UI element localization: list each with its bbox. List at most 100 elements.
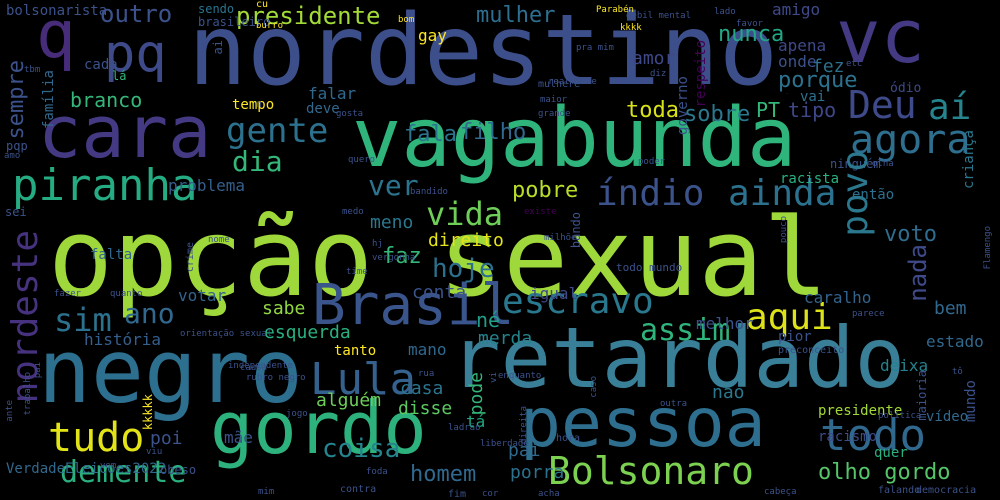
word: falar (308, 84, 357, 103)
word: poder (638, 157, 666, 167)
word: amigo (772, 0, 821, 19)
word: problema (168, 176, 246, 195)
word: pq (104, 24, 167, 84)
word: trabalho (23, 372, 33, 416)
word: cada (84, 57, 118, 73)
word: toda (626, 98, 679, 123)
word: ai (211, 40, 225, 55)
word: democracia (916, 485, 977, 496)
word: falando (878, 485, 921, 496)
word: amo (4, 151, 21, 161)
word: nada (904, 244, 932, 302)
word: governo (675, 76, 691, 136)
word: homem (410, 462, 477, 487)
word: todo mundo (616, 261, 683, 274)
word: orientação sexual (180, 329, 273, 339)
word: hora (556, 433, 581, 444)
word: né (476, 308, 501, 332)
word: outra (660, 399, 688, 409)
word: milhõe (544, 233, 577, 243)
word: pra mim (576, 43, 614, 53)
word: pobre (512, 178, 579, 203)
word: vagabunda (352, 91, 797, 186)
word: paí (508, 440, 541, 461)
word: voto (884, 222, 937, 247)
word: ladrão (448, 423, 481, 433)
word: bandido (410, 187, 448, 197)
word: alguém (316, 390, 382, 411)
word: nao (712, 382, 745, 403)
word: caso (589, 376, 599, 398)
word: Deu (848, 83, 917, 127)
word: favor (736, 19, 764, 29)
word: diz (650, 69, 667, 79)
word: conta (412, 282, 467, 303)
word: débil mental (626, 11, 692, 21)
word: cor (482, 489, 499, 499)
word: estado (926, 332, 984, 351)
word: pior (778, 329, 812, 345)
word: fim (448, 489, 467, 500)
word: ninguém (830, 157, 881, 171)
word: racista (780, 171, 840, 187)
word: respeito (693, 40, 709, 108)
word: sempre (4, 60, 29, 140)
word: grande (538, 109, 571, 119)
word: pouco (779, 216, 789, 244)
word: contra (340, 484, 377, 495)
word: direita (519, 406, 529, 444)
word: coisa (322, 434, 401, 464)
word: presidente (236, 2, 381, 30)
word: pode (466, 372, 487, 416)
word: esquerda (264, 322, 351, 343)
word: tô (952, 367, 963, 377)
word: nordestino (188, 0, 779, 108)
word: foda (366, 467, 388, 477)
word: vergonha (372, 253, 416, 263)
word: índio (596, 173, 705, 214)
word: existe (524, 207, 557, 217)
word: negro (38, 320, 303, 423)
word: lá (112, 69, 127, 83)
word: criança (961, 130, 977, 190)
word: pai (33, 362, 43, 379)
word: Lula (310, 354, 416, 405)
word: etc (846, 59, 863, 69)
word: fala (404, 122, 457, 147)
word: presidente (818, 403, 903, 419)
word: política (878, 411, 922, 421)
word: hj (372, 239, 383, 249)
word: time (346, 267, 368, 277)
word: bolsonarista (6, 3, 108, 19)
word: deve (306, 101, 340, 117)
word: ano (124, 297, 175, 330)
word: brasileiro (198, 15, 271, 29)
word: vi (489, 372, 499, 383)
word: agora (850, 117, 971, 163)
word: mano (408, 340, 447, 359)
word: tanto (334, 343, 377, 359)
word: vídeo (926, 409, 969, 425)
word: preconceito (778, 345, 845, 356)
word: sim (54, 301, 112, 339)
word: olho gordo (818, 460, 951, 485)
word: gosta (336, 109, 364, 119)
word: jogo (286, 409, 308, 419)
word: vc (836, 0, 926, 80)
word: realmente (548, 77, 597, 87)
word: Flamengo (983, 226, 993, 270)
word: kkkk (620, 23, 642, 33)
word: hoje (432, 254, 495, 284)
word: rua (418, 369, 435, 379)
word: deixa (880, 356, 929, 375)
word: maior (540, 95, 568, 105)
word: liberdade (480, 439, 529, 449)
word: bom (398, 15, 415, 25)
word: opção sexual (48, 196, 829, 321)
word: sobre (684, 102, 751, 127)
word: crime (185, 242, 196, 273)
word: ainda (728, 173, 837, 214)
word: casa (400, 378, 444, 399)
word: vai (800, 89, 826, 105)
word: demente (60, 455, 187, 490)
